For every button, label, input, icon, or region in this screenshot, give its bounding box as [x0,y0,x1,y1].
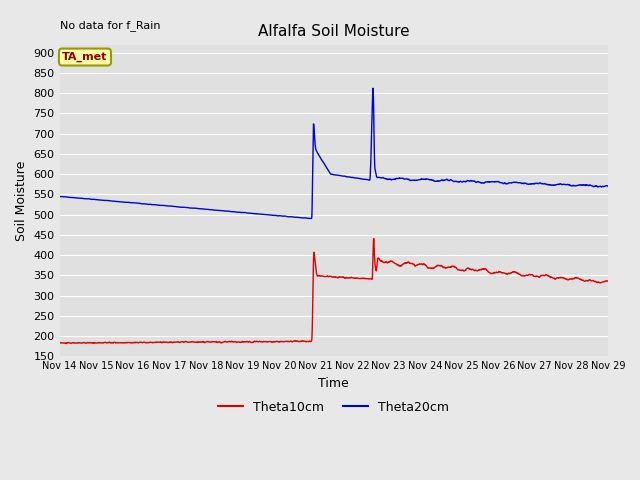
Text: No data for f_Rain: No data for f_Rain [60,20,160,31]
Legend: Theta10cm, Theta20cm: Theta10cm, Theta20cm [213,396,454,419]
Text: TA_met: TA_met [62,52,108,62]
Title: Alfalfa Soil Moisture: Alfalfa Soil Moisture [258,24,410,39]
Y-axis label: Soil Moisture: Soil Moisture [15,160,28,240]
X-axis label: Time: Time [318,377,349,390]
